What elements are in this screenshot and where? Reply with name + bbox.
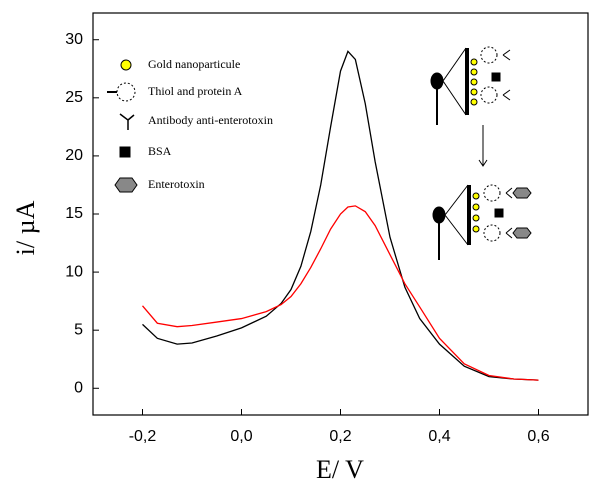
y-tick-label: 15 xyxy=(65,205,83,222)
line-series xyxy=(142,205,539,381)
x-tick-label: 0,6 xyxy=(527,428,549,445)
y-tick-label: 0 xyxy=(74,379,83,396)
line-series xyxy=(142,50,539,381)
legend-label: Antibody anti-enterotoxin xyxy=(148,113,273,127)
y-axis-label: i/ µA xyxy=(11,200,40,255)
legend-icons xyxy=(107,59,138,193)
x-tick-label: -0,2 xyxy=(129,428,157,445)
y-tick-label: 10 xyxy=(65,263,83,280)
x-tick-label: 0,0 xyxy=(230,428,252,445)
x-tick-label: 0,2 xyxy=(329,428,351,445)
legend-label: Thiol and protein A xyxy=(148,84,243,98)
y-tick-label: 20 xyxy=(65,147,83,164)
x-axis-label: E/ V xyxy=(316,455,364,484)
legend-label: Gold nanoparticule xyxy=(148,57,240,71)
legend-label: Enterotoxin xyxy=(148,177,205,191)
y-tick-label: 25 xyxy=(65,89,83,106)
y-tick-label: 5 xyxy=(74,321,83,338)
y-tick-label: 30 xyxy=(65,31,83,48)
legend-label: BSA xyxy=(148,144,172,158)
schematic xyxy=(430,46,532,260)
x-tick-label: 0,4 xyxy=(428,428,450,445)
